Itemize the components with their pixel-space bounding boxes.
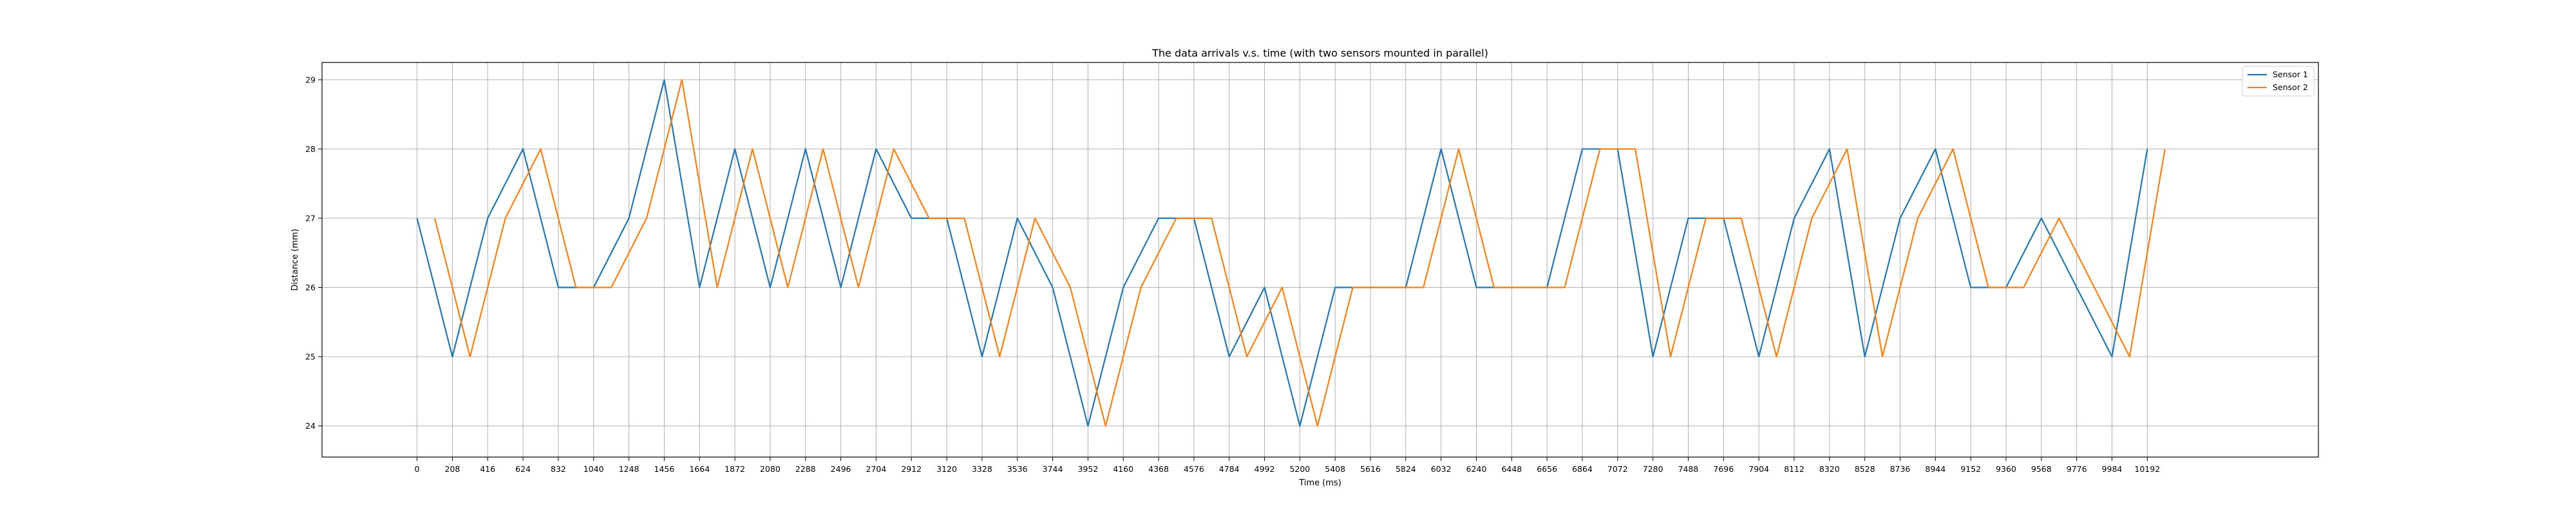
x-tick-label: 1456	[654, 464, 675, 474]
x-tick-label: 9776	[2067, 464, 2087, 474]
series-line-sensor-1	[416, 79, 2148, 427]
x-tick-label: 7280	[1643, 464, 1663, 474]
x-tick-label: 7072	[1607, 464, 1628, 474]
x-tick-label: 1248	[619, 464, 639, 474]
x-tick-label: 832	[551, 464, 566, 474]
legend-label-sensor-2: Sensor 2	[2273, 82, 2308, 92]
x-tick-label: 6656	[1537, 464, 1557, 474]
x-tick-label: 7488	[1678, 464, 1699, 474]
y-tick-label: 24	[305, 421, 316, 431]
chart-title: The data arrivals v.s. time (with two se…	[1151, 47, 1488, 59]
x-axis-label: Time (ms)	[1298, 478, 1341, 488]
x-tick-label: 4368	[1148, 464, 1169, 474]
series-lines	[416, 79, 2166, 427]
x-tick-label: 4160	[1113, 464, 1133, 474]
x-tick-label: 4784	[1219, 464, 1240, 474]
x-tick-label: 6864	[1572, 464, 1593, 474]
x-tick-label: 4992	[1255, 464, 1275, 474]
y-tick-label: 26	[305, 283, 316, 292]
x-tick-label: 7904	[1748, 464, 1769, 474]
x-tick-label: 5408	[1325, 464, 1345, 474]
axis-ticks: 0 208 416 624 832 1040 1248 1456 1664 1872 2080 228…	[305, 75, 2160, 474]
legend-label-sensor-1: Sensor 1	[2273, 70, 2308, 79]
x-tick-label: 6032	[1431, 464, 1452, 474]
x-tick-label: 6240	[1466, 464, 1487, 474]
y-tick-label: 27	[305, 213, 316, 223]
series-line-sensor-2	[433, 79, 2166, 427]
y-axis-label: Distance (mm)	[290, 229, 300, 290]
x-tick-label: 416	[480, 464, 495, 474]
x-tick-label: 4576	[1184, 464, 1204, 474]
y-tick-label: 29	[305, 75, 316, 84]
x-tick-label: 8736	[1890, 464, 1911, 474]
x-tick-label: 9152	[1960, 464, 1981, 474]
x-tick-label: 208	[445, 464, 460, 474]
x-tick-label: 8320	[1819, 464, 1840, 474]
x-tick-label: 5616	[1360, 464, 1381, 474]
x-tick-label: 0	[415, 464, 420, 474]
x-tick-label: 5200	[1289, 464, 1310, 474]
x-tick-label: 2704	[866, 464, 887, 474]
x-tick-label: 9360	[1996, 464, 2016, 474]
x-tick-label: 1040	[583, 464, 604, 474]
x-tick-label: 7696	[1713, 464, 1734, 474]
y-tick-label: 25	[305, 352, 316, 362]
x-tick-label: 5824	[1396, 464, 1416, 474]
x-tick-label: 2912	[901, 464, 922, 474]
plot-frame	[321, 62, 2319, 458]
x-tick-label: 3328	[972, 464, 992, 474]
x-tick-label: 8112	[1784, 464, 1804, 474]
x-tick-label: 3120	[936, 464, 957, 474]
x-tick-label: 8944	[1925, 464, 1946, 474]
legend: Sensor 1 Sensor 2	[2242, 66, 2315, 97]
x-tick-label: 2080	[760, 464, 781, 474]
x-tick-label: 6448	[1501, 464, 1522, 474]
grid	[322, 62, 2318, 457]
x-tick-label: 624	[515, 464, 531, 474]
y-tick-label: 28	[305, 144, 316, 154]
legend-box	[2242, 66, 2315, 97]
x-tick-label: 9568	[2031, 464, 2052, 474]
x-tick-label: 8528	[1855, 464, 1875, 474]
x-tick-label: 3536	[1007, 464, 1028, 474]
x-tick-label: 3744	[1043, 464, 1063, 474]
x-tick-label: 9984	[2102, 464, 2123, 474]
x-tick-label: 10192	[2134, 464, 2160, 474]
x-tick-label: 1872	[724, 464, 745, 474]
x-tick-label: 1664	[689, 464, 710, 474]
x-tick-label: 2288	[795, 464, 816, 474]
x-tick-label: 2496	[831, 464, 851, 474]
x-tick-label: 3952	[1077, 464, 1098, 474]
